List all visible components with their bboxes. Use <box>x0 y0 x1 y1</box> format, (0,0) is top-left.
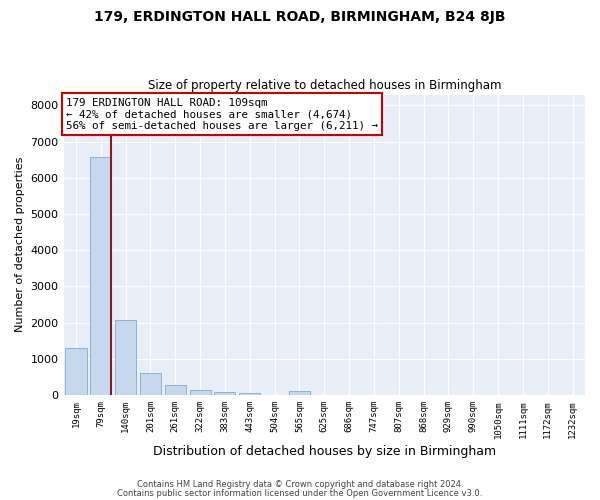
Bar <box>65 348 86 395</box>
Bar <box>115 320 136 395</box>
Bar <box>165 384 186 395</box>
Bar <box>190 390 211 395</box>
Bar <box>140 373 161 395</box>
Bar <box>289 391 310 395</box>
Text: Contains HM Land Registry data © Crown copyright and database right 2024.: Contains HM Land Registry data © Crown c… <box>137 480 463 489</box>
Bar <box>90 157 112 395</box>
X-axis label: Distribution of detached houses by size in Birmingham: Distribution of detached houses by size … <box>153 444 496 458</box>
Text: 179, ERDINGTON HALL ROAD, BIRMINGHAM, B24 8JB: 179, ERDINGTON HALL ROAD, BIRMINGHAM, B2… <box>94 10 506 24</box>
Text: 179 ERDINGTON HALL ROAD: 109sqm
← 42% of detached houses are smaller (4,674)
56%: 179 ERDINGTON HALL ROAD: 109sqm ← 42% of… <box>66 98 378 131</box>
Bar <box>239 393 260 395</box>
Bar <box>214 392 235 395</box>
Y-axis label: Number of detached properties: Number of detached properties <box>15 157 25 332</box>
Title: Size of property relative to detached houses in Birmingham: Size of property relative to detached ho… <box>148 79 501 92</box>
Text: Contains public sector information licensed under the Open Government Licence v3: Contains public sector information licen… <box>118 488 482 498</box>
